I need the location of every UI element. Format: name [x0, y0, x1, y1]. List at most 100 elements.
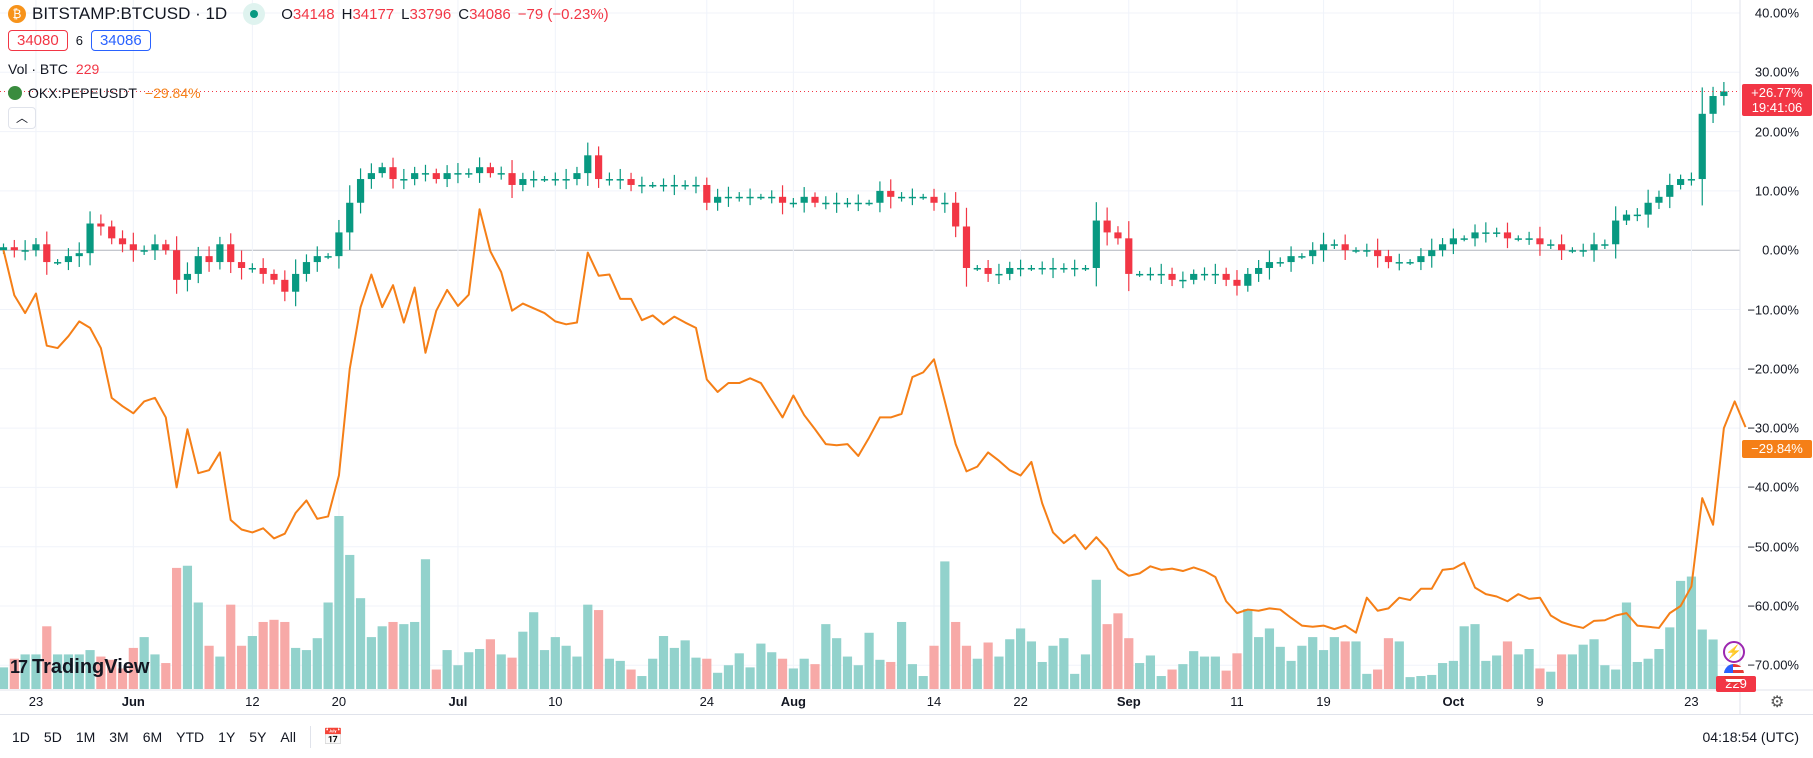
- candle-body: [10, 247, 18, 251]
- candle-body: [86, 223, 94, 254]
- volume-bar: [821, 624, 831, 689]
- candle-body: [216, 244, 224, 263]
- candle-body: [1438, 244, 1447, 251]
- volume-bar: [994, 656, 1004, 689]
- volume-bar: [1600, 665, 1610, 689]
- collapse-legend-button[interactable]: ︿: [8, 107, 36, 129]
- range-1d[interactable]: 1D: [12, 728, 30, 745]
- candle-body: [411, 173, 419, 180]
- volume-bar: [1665, 627, 1675, 689]
- range-6m[interactable]: 6M: [142, 728, 163, 745]
- candle-body: [724, 196, 733, 199]
- volume-bar: [734, 653, 744, 689]
- volume-bar: [1632, 661, 1642, 689]
- candle-body: [1309, 250, 1317, 257]
- volume-bar: [161, 663, 171, 689]
- range-5y[interactable]: 5Y: [249, 728, 267, 745]
- volume-bar: [420, 559, 431, 689]
- high-label: H: [341, 5, 353, 23]
- bar-countdown: 19:41:06: [1751, 100, 1803, 115]
- candle-body: [692, 184, 700, 187]
- candle-body: [227, 244, 235, 263]
- range-3m[interactable]: 3M: [109, 728, 129, 745]
- time-label: Sep: [1116, 694, 1141, 709]
- candle-body: [1395, 262, 1403, 264]
- buy-button[interactable]: 34086: [90, 30, 151, 51]
- candle-body: [1255, 267, 1263, 274]
- pepe-last-value-tag: −29.84%: [1742, 440, 1812, 458]
- volume-bar: [204, 645, 214, 689]
- volume-bar: [496, 654, 506, 689]
- candle-body: [1125, 238, 1133, 274]
- candle-body: [183, 273, 192, 280]
- candle-body: [1709, 96, 1717, 114]
- volume-bar: [63, 654, 74, 689]
- clock[interactable]: 04:18:54 (UTC): [1702, 728, 1799, 745]
- symbol-title[interactable]: BITSTAMP:BTCUSD · 1D: [32, 4, 228, 23]
- volume-bar: [658, 636, 669, 689]
- candle-body: [1503, 232, 1512, 239]
- candle-body: [1341, 244, 1349, 251]
- volume-bar: [1524, 648, 1534, 689]
- tradingview-logo[interactable]: 17 TradingView: [10, 656, 149, 679]
- calendar-icon[interactable]: 📅: [322, 728, 343, 746]
- volume-bar: [226, 604, 236, 689]
- range-ytd[interactable]: YTD: [176, 728, 205, 745]
- range-all[interactable]: All: [280, 728, 296, 745]
- range-1y[interactable]: 1Y: [218, 728, 236, 745]
- volume-bar: [269, 619, 279, 689]
- candle-body: [746, 196, 754, 199]
- volume-bar: [1113, 613, 1123, 689]
- compare-symbol[interactable]: OKX:PEPEUSDT: [28, 85, 137, 101]
- chart-plot[interactable]: [0, 0, 1813, 714]
- candle-body: [1406, 262, 1414, 264]
- volume-bar: [236, 645, 247, 689]
- volume-bar: [107, 659, 117, 689]
- axis-label: 30.00%: [1754, 64, 1799, 80]
- candle-body: [540, 179, 549, 181]
- range-5d[interactable]: 5D: [43, 728, 62, 745]
- volume-bar: [1578, 644, 1588, 689]
- candle-body: [140, 250, 148, 252]
- candle-body: [1449, 238, 1457, 245]
- axis-settings-icon[interactable]: ⚙: [1770, 694, 1785, 711]
- candle-body: [1049, 267, 1057, 270]
- candle-body: [335, 232, 343, 257]
- open-label: O: [281, 5, 293, 23]
- volume-bar: [1091, 579, 1101, 689]
- volume-bar: [1178, 664, 1188, 689]
- candle-body: [0, 247, 8, 251]
- volume-bar: [1394, 641, 1404, 689]
- axis-label: 20.00%: [1754, 124, 1799, 140]
- volume-bar: [507, 657, 517, 689]
- axis-label: −50.00%: [1747, 539, 1799, 555]
- change-value: −79 (−0.23%): [517, 5, 609, 23]
- candle-body: [1557, 244, 1566, 251]
- sell-button[interactable]: 34080: [8, 30, 68, 51]
- volume-bar: [723, 665, 734, 689]
- candle-body: [768, 196, 776, 199]
- lightning-icon[interactable]: ⚡: [1723, 641, 1745, 663]
- candle-body: [995, 273, 1003, 276]
- candle-body: [465, 173, 473, 175]
- volume-bar: [539, 650, 550, 689]
- candle-body: [1168, 273, 1176, 280]
- range-1m[interactable]: 1M: [75, 728, 96, 745]
- volume-bar: [1621, 602, 1632, 689]
- volume-bar: [1156, 676, 1166, 689]
- volume-bar: [355, 598, 366, 689]
- candle-body: [237, 262, 246, 268]
- time-label: Aug: [780, 694, 806, 709]
- candle-body: [703, 184, 711, 203]
- candle-body: [1244, 273, 1252, 286]
- volume-bar: [886, 661, 896, 689]
- volume-bar: [1015, 628, 1026, 689]
- candle-body: [32, 244, 40, 251]
- candle-body: [1687, 179, 1696, 181]
- candle-body: [1114, 232, 1122, 239]
- candle-body: [64, 256, 73, 263]
- volume-bar: [96, 656, 106, 689]
- candle-body: [302, 262, 311, 274]
- candle-body: [1493, 232, 1501, 234]
- volume-bar: [875, 659, 885, 689]
